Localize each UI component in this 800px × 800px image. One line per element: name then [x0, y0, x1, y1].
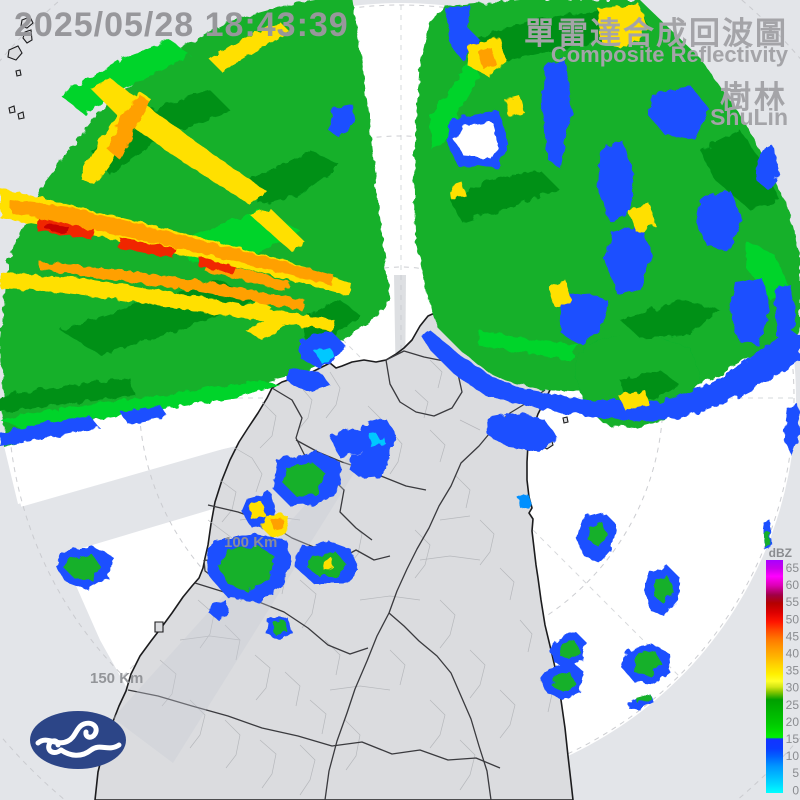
cwa-logo — [30, 711, 126, 769]
station-name-en: ShuLin — [710, 104, 788, 130]
colorbar-tick-label: 5 — [792, 766, 799, 780]
colorbar-tick-label: 45 — [786, 629, 800, 643]
colorbar-tick-label: 50 — [786, 612, 800, 626]
page-title-zh: 單雷達合成回波圖 — [524, 16, 788, 51]
colorbar-tick-label: 15 — [786, 732, 800, 746]
colorbar-tick-label: 0 — [792, 783, 799, 797]
colorbar-tick-label: 35 — [786, 664, 800, 678]
colorbar-tick-label: 20 — [786, 715, 800, 729]
station-name-zh: 樹林 — [720, 80, 788, 115]
colorbar-tick-label: 55 — [786, 595, 800, 609]
reflectivity-echoes — [0, 0, 800, 710]
colorbar-tick-label: 30 — [786, 681, 800, 695]
colorbar-tick-label: 10 — [786, 749, 800, 763]
page-title-en: Composite Reflectivity — [550, 42, 788, 67]
colorbar-tick-label: 65 — [786, 561, 800, 575]
range-label-100km: 100 Km — [224, 534, 278, 551]
colorbar-tick-label: 60 — [786, 578, 800, 592]
colorbar-unit-label: dBZ — [768, 546, 792, 560]
timestamp: 2025/05/28 18:43:39 — [14, 6, 349, 44]
colorbar-tick-label: 40 — [786, 647, 800, 661]
range-label-150km: 150 Km — [90, 670, 144, 687]
colorbar-tick-label: 25 — [786, 698, 800, 712]
